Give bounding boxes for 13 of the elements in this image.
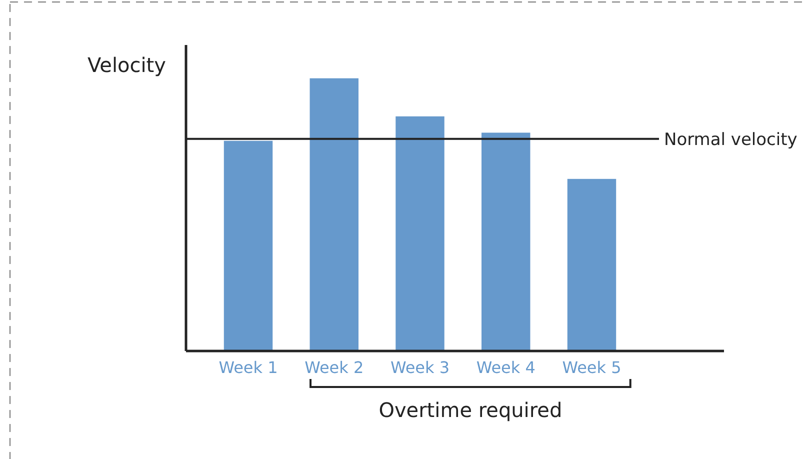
x-tick-label: Week 2 [304,358,364,377]
x-tick-label: Week 4 [476,358,536,377]
bar [567,178,616,352]
bar [396,116,444,352]
ref-line-label: Normal velocity [664,130,798,150]
bar [310,78,358,352]
text: Overtime required [378,398,562,422]
x-tick-label: Week 3 [390,358,450,377]
y-axis-title: Velocity [88,53,166,77]
x-tick-label: Week 5 [562,358,622,377]
bar [482,132,530,352]
bar [224,140,273,352]
x-tick-label: Week 1 [218,358,278,377]
